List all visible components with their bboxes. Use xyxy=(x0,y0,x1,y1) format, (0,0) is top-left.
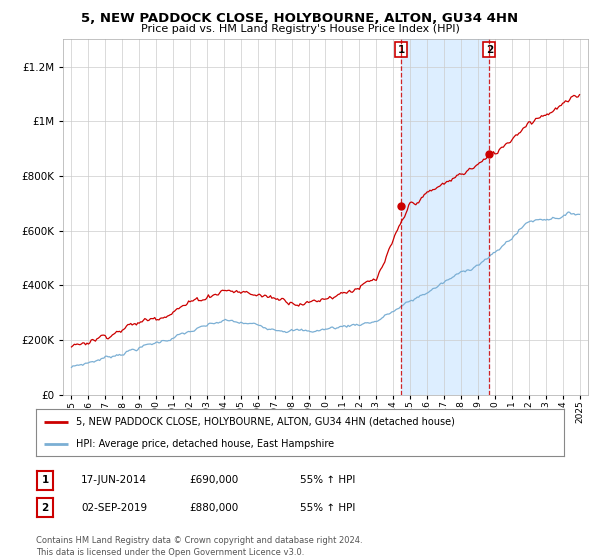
Text: Price paid vs. HM Land Registry's House Price Index (HPI): Price paid vs. HM Land Registry's House … xyxy=(140,24,460,34)
Text: 5, NEW PADDOCK CLOSE, HOLYBOURNE, ALTON, GU34 4HN: 5, NEW PADDOCK CLOSE, HOLYBOURNE, ALTON,… xyxy=(82,12,518,25)
Text: 1: 1 xyxy=(41,475,49,486)
Bar xyxy=(401,39,489,395)
Text: 55% ↑ HPI: 55% ↑ HPI xyxy=(300,503,355,513)
Text: 02-SEP-2019: 02-SEP-2019 xyxy=(81,503,147,513)
Text: HPI: Average price, detached house, East Hampshire: HPI: Average price, detached house, East… xyxy=(76,438,334,449)
Text: £690,000: £690,000 xyxy=(189,475,238,486)
Text: 17-JUN-2014: 17-JUN-2014 xyxy=(81,475,147,486)
Text: £880,000: £880,000 xyxy=(189,503,238,513)
Text: 2: 2 xyxy=(485,45,493,54)
Text: 2: 2 xyxy=(41,503,49,513)
Text: 1: 1 xyxy=(397,45,404,54)
Text: Contains HM Land Registry data © Crown copyright and database right 2024.
This d: Contains HM Land Registry data © Crown c… xyxy=(36,536,362,557)
Text: 55% ↑ HPI: 55% ↑ HPI xyxy=(300,475,355,486)
Text: 5, NEW PADDOCK CLOSE, HOLYBOURNE, ALTON, GU34 4HN (detached house): 5, NEW PADDOCK CLOSE, HOLYBOURNE, ALTON,… xyxy=(76,417,454,427)
